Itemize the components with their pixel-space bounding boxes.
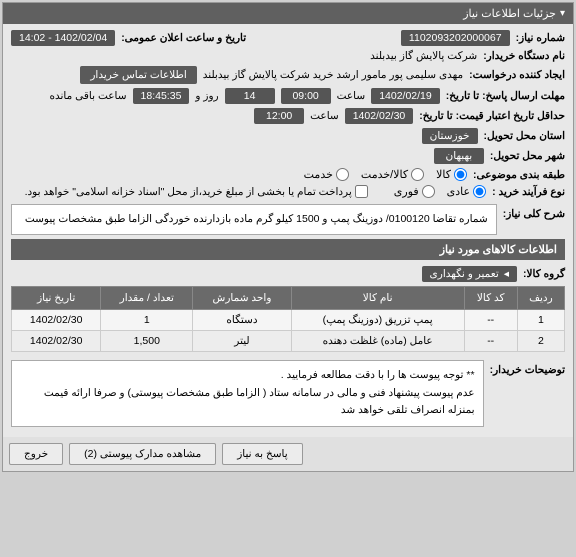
notes-label: توضیحات خریدار:	[490, 364, 565, 376]
process-normal-radio[interactable]	[473, 185, 486, 198]
category-radio-group: کالا کالا/خدمت خدمت	[304, 168, 467, 181]
category-kala-radio[interactable]	[454, 168, 467, 181]
price-time-value: 12:00	[254, 108, 304, 124]
need-no-value: 1102093202000067	[401, 30, 510, 46]
th-row: ردیف	[517, 286, 564, 309]
price-date-value: 1402/02/30	[345, 108, 414, 124]
table-cell: لیتر	[193, 330, 292, 351]
rooz-label: روز و	[195, 90, 218, 102]
th-name: نام کالا	[291, 286, 464, 309]
panel-body: شماره نیاز: 1102093202000067 تاریخ و ساع…	[3, 24, 573, 437]
th-date: تاریخ نیاز	[12, 286, 101, 309]
collapse-arrow-icon: ▾	[560, 8, 565, 19]
category-khadamat-radio[interactable]	[336, 168, 349, 181]
notes-line-1: ** توجه پیوست ها را با دقت مطالعه فرمایی…	[20, 367, 475, 385]
panel-title: جزئیات اطلاعات نیاز	[463, 7, 556, 20]
reply-button[interactable]: پاسخ به نیاز	[222, 443, 302, 465]
process-label: نوع فرآیند خرید :	[492, 186, 565, 198]
province-label: استان محل تحویل:	[484, 130, 565, 142]
table-cell: --	[464, 330, 517, 351]
remain-label: ساعت باقی مانده	[49, 90, 126, 102]
group-arrow-icon: ◂	[504, 268, 509, 280]
reply-date-value: 1402/02/19	[371, 88, 440, 104]
category-kala-service[interactable]: کالا/خدمت	[361, 168, 424, 181]
announce-value: 1402/02/04 - 14:02	[11, 30, 115, 46]
table-cell: دستگاه	[193, 309, 292, 330]
table-cell: 2	[517, 330, 564, 351]
table-cell: پمپ تزریق (دوزینگ پمپ)	[291, 309, 464, 330]
items-section-header: اطلاعات کالاهای مورد نیاز	[11, 239, 565, 260]
group-label: گروه کالا:	[523, 268, 565, 280]
buyer-org-label: نام دستگاه خریدار:	[483, 50, 565, 62]
category-kala[interactable]: کالا	[436, 168, 467, 181]
process-urgent-radio[interactable]	[422, 185, 435, 198]
notes-box: ** توجه پیوست ها را با دقت مطالعه فرمایی…	[11, 360, 484, 428]
panel-header[interactable]: ▾ جزئیات اطلاعات نیاز	[3, 3, 573, 24]
notes-line-2: عدم پیوست پیشنهاد فنی و مالی در سامانه س…	[20, 385, 475, 421]
city-label: شهر محل تحویل:	[490, 150, 565, 162]
payment-note-text: پرداخت تمام یا بخشی از مبلغ خرید،از محل …	[25, 186, 352, 198]
table-row[interactable]: 2--عامل (ماده) غلظت دهندهلیتر1,5001402/0…	[12, 330, 565, 351]
table-cell: 1402/02/30	[12, 330, 101, 351]
saat-label-1: ساعت	[337, 90, 366, 102]
process-radio-group: عادی فوری	[394, 185, 486, 198]
saat-label-2: ساعت	[310, 110, 339, 122]
days-value: 14	[225, 88, 275, 104]
payment-note-check[interactable]: پرداخت تمام یا بخشی از مبلغ خرید،از محل …	[25, 185, 368, 198]
desc-text: شماره تقاضا 0100120/ دوزینگ پمپ و 1500 ک…	[11, 204, 497, 235]
province-value: خوزستان	[422, 128, 478, 144]
table-row[interactable]: 1--پمپ تزریق (دوزینگ پمپ)دستگاه11402/02/…	[12, 309, 565, 330]
table-cell: 1	[517, 309, 564, 330]
countdown-value: 18:45:35	[133, 88, 190, 104]
category-khadamat[interactable]: خدمت	[304, 168, 349, 181]
need-no-label: شماره نیاز:	[516, 32, 565, 44]
desc-label: شرح کلی نیاز:	[503, 208, 565, 220]
category-label: طبقه بندی موضوعی:	[473, 169, 565, 181]
th-unit: واحد شمارش	[193, 286, 292, 309]
table-cell: 1402/02/30	[12, 309, 101, 330]
city-value: بهبهان	[434, 148, 484, 164]
reply-deadline-label: مهلت ارسال پاسخ: تا تاریخ:	[446, 90, 565, 102]
close-button[interactable]: خروج	[9, 443, 63, 465]
process-urgent[interactable]: فوری	[394, 185, 435, 198]
group-value[interactable]: ◂ تعمیر و نگهداری	[422, 266, 518, 282]
buyer-org-value: شرکت پالایش گاز بیدبلند	[370, 50, 477, 62]
th-code: کد کالا	[464, 286, 517, 309]
reply-time-value: 09:00	[281, 88, 331, 104]
announce-label: تاریخ و ساعت اعلان عمومی:	[121, 32, 246, 44]
footer-buttons: پاسخ به نیاز مشاهده مدارک پیوستی (2) خرو…	[3, 437, 573, 471]
details-panel: ▾ جزئیات اطلاعات نیاز شماره نیاز: 110209…	[2, 2, 574, 472]
attachments-button[interactable]: مشاهده مدارک پیوستی (2)	[69, 443, 216, 465]
th-qty: تعداد / مقدار	[101, 286, 193, 309]
table-cell: 1,500	[101, 330, 193, 351]
table-cell: 1	[101, 309, 193, 330]
requester-value: مهدی سلیمی پور مامور ارشد خرید شرکت پالا…	[203, 69, 463, 81]
process-normal[interactable]: عادی	[447, 185, 486, 198]
table-cell: عامل (ماده) غلظت دهنده	[291, 330, 464, 351]
contact-buyer-button[interactable]: اطلاعات تماس خریدار	[80, 66, 196, 84]
table-cell: --	[464, 309, 517, 330]
requester-label: ایجاد کننده درخواست:	[469, 69, 565, 81]
price-valid-label: حداقل تاریخ اعتبار قیمت: تا تاریخ:	[419, 110, 565, 122]
payment-checkbox[interactable]	[355, 185, 368, 198]
items-table: ردیف کد کالا نام کالا واحد شمارش تعداد /…	[11, 286, 565, 352]
category-kala-service-radio[interactable]	[411, 168, 424, 181]
